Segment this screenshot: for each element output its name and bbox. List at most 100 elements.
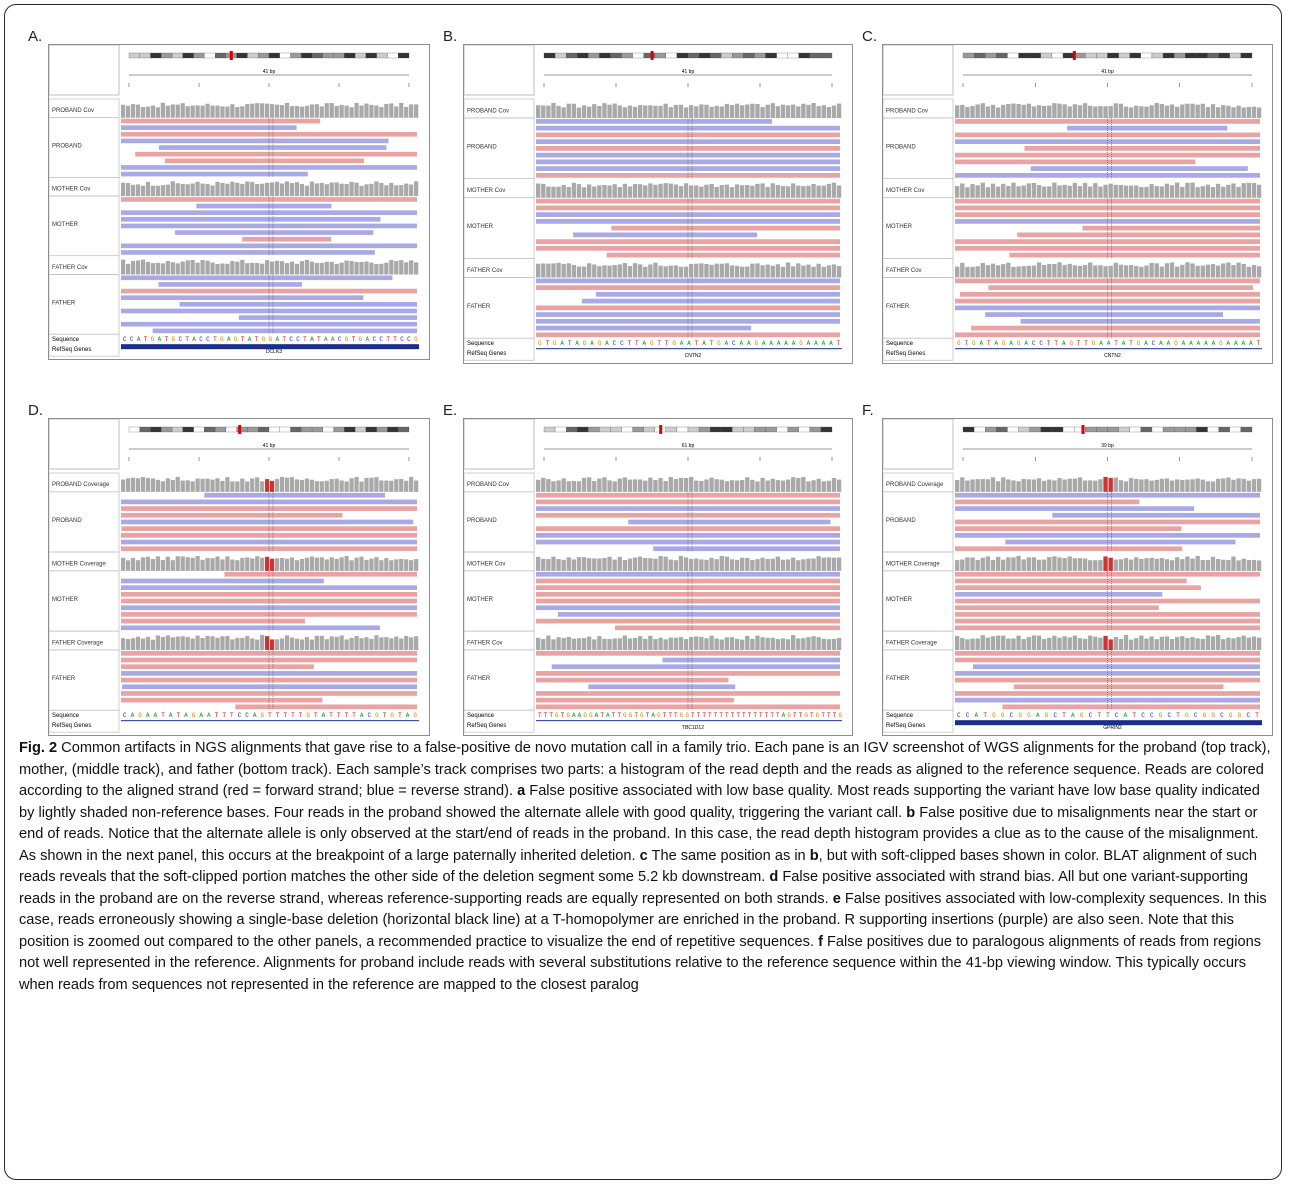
svg-text:C: C [400,336,404,343]
svg-text:T: T [617,712,621,719]
svg-text:A: A [605,340,609,347]
svg-text:G: G [269,336,273,343]
coverage-label: PROBAND Coverage [52,482,110,488]
igv-screenshot: 39 bp PROBAND Coverage PROBAND MOTHER Cover… [882,418,1273,736]
svg-text:G: G [1018,712,1022,719]
svg-text:T: T [1106,712,1110,719]
panel-letter: E. [443,402,458,419]
svg-text:T: T [697,712,701,719]
reads-label: MOTHER [886,597,913,603]
svg-text:G: G [1017,340,1021,347]
svg-text:C: C [966,712,970,719]
svg-text:A: A [560,340,564,347]
svg-text:A: A [1062,340,1066,347]
span-ruler: 61 bp [543,443,833,461]
chromosome-ideogram [128,425,410,434]
reads-label: PROBAND [52,144,82,150]
svg-text:T: T [276,712,280,719]
svg-text:G: G [234,336,238,343]
svg-text:A: A [1159,340,1163,347]
svg-text:A: A [1242,340,1246,347]
svg-text:C: C [289,336,293,343]
svg-text:C: C [130,336,134,343]
igv-screenshot: 41 bp PROBAND Coverage PROBAND MOTHER Cover… [48,418,430,736]
coverage-track: MOTHER Cov [883,178,1262,199]
refseq-label: RefSeq Genes [886,351,925,357]
reads-label: MOTHER [52,222,79,228]
svg-text:G: G [413,712,417,719]
svg-text:G: G [717,340,721,347]
svg-text:T: T [770,712,774,719]
svg-text:G: G [359,336,363,343]
svg-text:G: G [672,340,676,347]
svg-text:T: T [695,340,699,347]
caption-f-text: False positives due to paralogous alignm… [19,933,1262,993]
svg-text:T: T [215,712,219,719]
sequence-label: Sequence [886,713,914,719]
svg-text:G: G [1211,712,1215,719]
svg-text:T: T [1047,340,1051,347]
svg-text:G: G [1203,712,1207,719]
gene-name: DCLK3 [266,349,282,355]
coverage-track: MOTHER Cov [49,177,419,197]
svg-text:T: T [213,336,217,343]
svg-text:T: T [161,712,165,719]
svg-text:A: A [1212,340,1216,347]
svg-text:T: T [255,336,259,343]
svg-text:A: A [575,340,579,347]
coverage-track: FATHER Coverage [883,630,1262,651]
svg-text:A: A [651,712,655,719]
svg-text:G: G [1001,712,1005,719]
svg-text:A: A [814,340,818,347]
svg-text:G: G [1159,712,1163,719]
reads-track: MOTHER [464,570,840,632]
svg-text:T: T [393,336,397,343]
caption-f-letter: f [818,933,823,950]
svg-text:G: G [816,712,820,719]
coverage-track: MOTHER Coverage [883,551,1262,572]
svg-text:T: T [628,340,632,347]
svg-text:A: A [680,340,684,347]
coverage-track: MOTHER Coverage [49,551,419,572]
svg-text:G: G [1080,712,1084,719]
svg-text:A: A [829,340,833,347]
reads-label: MOTHER [467,597,494,603]
coverage-track: PROBAND Coverage [883,472,1262,493]
svg-text:T: T [600,712,604,719]
svg-text:T: T [668,712,672,719]
svg-text:G: G [972,340,976,347]
svg-text:C: C [1115,712,1119,719]
refseq-label: RefSeq Genes [467,351,506,357]
svg-text:A: A [146,712,150,719]
header-blank [49,45,120,96]
svg-text:T: T [719,712,723,719]
svg-text:C: C [1010,712,1014,719]
span-label: 61 bp [682,443,695,449]
svg-text:T: T [1129,340,1133,347]
reads-label: FATHER [467,304,491,310]
svg-text:A: A [207,712,211,719]
svg-text:T: T [663,712,667,719]
svg-text:G: G [1229,712,1233,719]
svg-text:T: T [241,336,245,343]
svg-text:T: T [549,712,553,719]
reads-track: PROBAND [49,117,417,178]
svg-text:G: G [685,712,689,719]
svg-text:A: A [1189,340,1193,347]
reads-label: PROBAND [467,518,497,524]
svg-text:A: A [1036,712,1040,719]
svg-text:T: T [691,712,695,719]
reads-track: FATHER [49,649,418,711]
svg-text:A: A [248,336,252,343]
svg-text:C: C [1220,712,1224,719]
svg-text:A: A [1167,340,1171,347]
reads-track: PROBAND [883,117,1260,180]
svg-text:C: C [238,712,242,719]
gene-name: GPRIN2 [1103,725,1122,731]
svg-text:C: C [178,336,182,343]
coverage-label: FATHER Cov [467,268,503,274]
svg-text:T: T [283,712,287,719]
coverage-label: MOTHER Cov [467,188,505,194]
svg-text:A: A [158,336,162,343]
igv-screenshot: 41 bp PROBAND Cov PROBAND MOTHER Cov MOTHER F… [463,44,853,364]
